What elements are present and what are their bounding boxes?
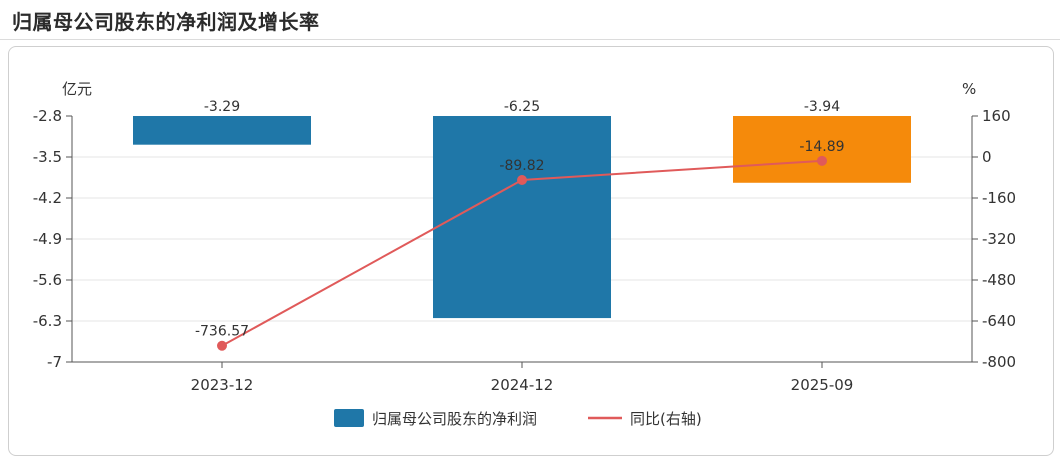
title-bar: 归属母公司股东的净利润及增长率 <box>0 0 1060 40</box>
left-axis-tick-label: -4.9 <box>33 230 62 248</box>
right-axis-unit: % <box>962 80 976 98</box>
right-axis-tick-label: -480 <box>982 271 1016 289</box>
growth-value-label: -89.82 <box>499 158 544 174</box>
x-axis-tick-label: 2023-12 <box>191 376 254 394</box>
left-axis-tick-label: -2.8 <box>33 107 62 125</box>
bar-2025-09 <box>733 116 911 183</box>
left-axis-tick-label: -6.3 <box>33 312 62 330</box>
left-axis-tick-label: -7 <box>47 353 62 371</box>
x-axis-tick-label: 2024-12 <box>491 376 554 394</box>
growth-value-label: -736.57 <box>195 324 249 340</box>
right-axis-tick-label: -640 <box>982 312 1016 330</box>
bar-2023-12 <box>133 116 311 145</box>
growth-point-2025-09 <box>817 155 827 166</box>
left-axis-tick-label: -4.2 <box>33 189 62 207</box>
right-axis-tick-label: -160 <box>982 189 1016 207</box>
left-axis-tick-label: -3.5 <box>33 148 62 166</box>
right-axis-tick-label: 0 <box>982 148 992 166</box>
growth-point-2024-12 <box>517 175 527 186</box>
left-axis-tick-label: -5.6 <box>33 271 62 289</box>
right-axis-tick-label: 160 <box>982 107 1011 125</box>
legend-bar-label: 归属母公司股东的净利润 <box>372 410 537 428</box>
legend-bar-swatch <box>334 409 364 427</box>
legend-line-label: 同比(右轴) <box>630 410 702 428</box>
x-axis-tick-label: 2025-09 <box>791 376 854 394</box>
right-axis-tick-label: -320 <box>982 230 1016 248</box>
growth-value-label: -14.89 <box>799 139 844 155</box>
bar-value-label: -6.25 <box>504 99 540 115</box>
page-title: 归属母公司股东的净利润及增长率 <box>12 10 320 34</box>
chart-card <box>8 46 1054 456</box>
bar-value-label: -3.94 <box>804 99 840 115</box>
left-axis-unit: 亿元 <box>62 80 92 98</box>
bar-2024-12 <box>433 116 611 319</box>
growth-point-2023-12 <box>217 340 227 351</box>
bar-value-label: -3.29 <box>204 99 240 115</box>
right-axis-tick-label: -800 <box>982 353 1016 371</box>
